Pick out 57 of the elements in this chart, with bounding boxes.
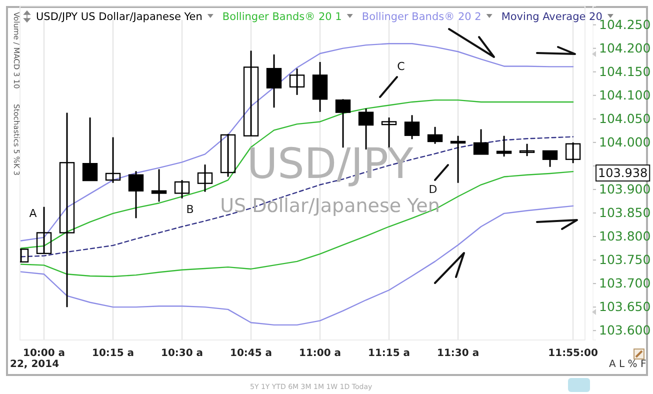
candlestick	[565, 142, 581, 164]
candlestick	[243, 50, 259, 137]
annotation: A	[29, 207, 38, 220]
x-tick-label: 11:55:00	[548, 348, 598, 360]
annotation: D	[428, 183, 438, 196]
y-tick-label: 103.700	[599, 276, 651, 291]
candlestick	[381, 116, 397, 148]
candlestick	[59, 112, 75, 308]
candlestick	[335, 98, 351, 148]
x-tick-label: 10:15 a	[92, 348, 134, 360]
y-tick-label: 103.900	[599, 181, 651, 196]
x-tick-label: 11:15 a	[368, 348, 410, 360]
annotation: C	[397, 60, 406, 73]
y-tick-label: 104.050	[599, 110, 651, 126]
x-tick-label: 10:30 a	[160, 348, 204, 360]
candlestick	[542, 150, 558, 168]
y-tick-label: 104.150	[599, 64, 651, 79]
y-tick-label: 103.600	[599, 322, 651, 338]
candlestick	[128, 170, 144, 219]
y-tick-label: 103.800	[599, 228, 651, 244]
text: Bollinger Bands® 20 2	[362, 11, 482, 23]
x-tick-label: 10:00 a	[22, 348, 66, 360]
candlestick	[36, 206, 52, 254]
candlestick	[312, 61, 328, 113]
text: USD/JPY US Dollar/Japanese Yen	[36, 11, 202, 23]
candlestick	[174, 179, 190, 200]
candlestick	[82, 116, 98, 182]
y-tick-label: 103.750	[599, 252, 651, 268]
candlestick	[427, 126, 443, 145]
candlestick	[496, 135, 512, 158]
y-tick-label: 103.850	[599, 204, 651, 220]
candlestick	[519, 143, 535, 157]
line-series	[20, 136, 574, 258]
x-tick-label: 11:00 a	[298, 348, 342, 360]
x-tick-label: 10:45 a	[230, 348, 272, 360]
candlestick	[220, 133, 236, 178]
candlestick	[105, 136, 121, 184]
text: Moving Average 20	[501, 11, 602, 23]
text: A L % F	[609, 359, 646, 370]
text: Bollinger Bands® 20 1	[222, 11, 342, 23]
candlestick	[473, 128, 489, 155]
annotation: US Dollar/Japanese Yen	[220, 195, 440, 217]
text: 103.938	[598, 166, 648, 180]
y-tick-label: 104.100	[599, 87, 651, 102]
text: 22, 2014	[10, 359, 60, 370]
annotation: B	[186, 203, 194, 216]
candlestick	[266, 54, 282, 108]
y-tick-label: 104.200	[599, 40, 651, 56]
annotation: USD/JPY	[246, 139, 414, 188]
x-tick-label: 11:30 a	[437, 348, 480, 360]
candlestick	[151, 168, 167, 202]
candlestick	[404, 114, 420, 140]
candlestick	[197, 164, 213, 193]
candlestick	[450, 135, 466, 184]
y-tick-label: 104.000	[599, 134, 651, 150]
candlestick	[289, 68, 305, 96]
y-tick-label: 103.650	[599, 299, 651, 314]
